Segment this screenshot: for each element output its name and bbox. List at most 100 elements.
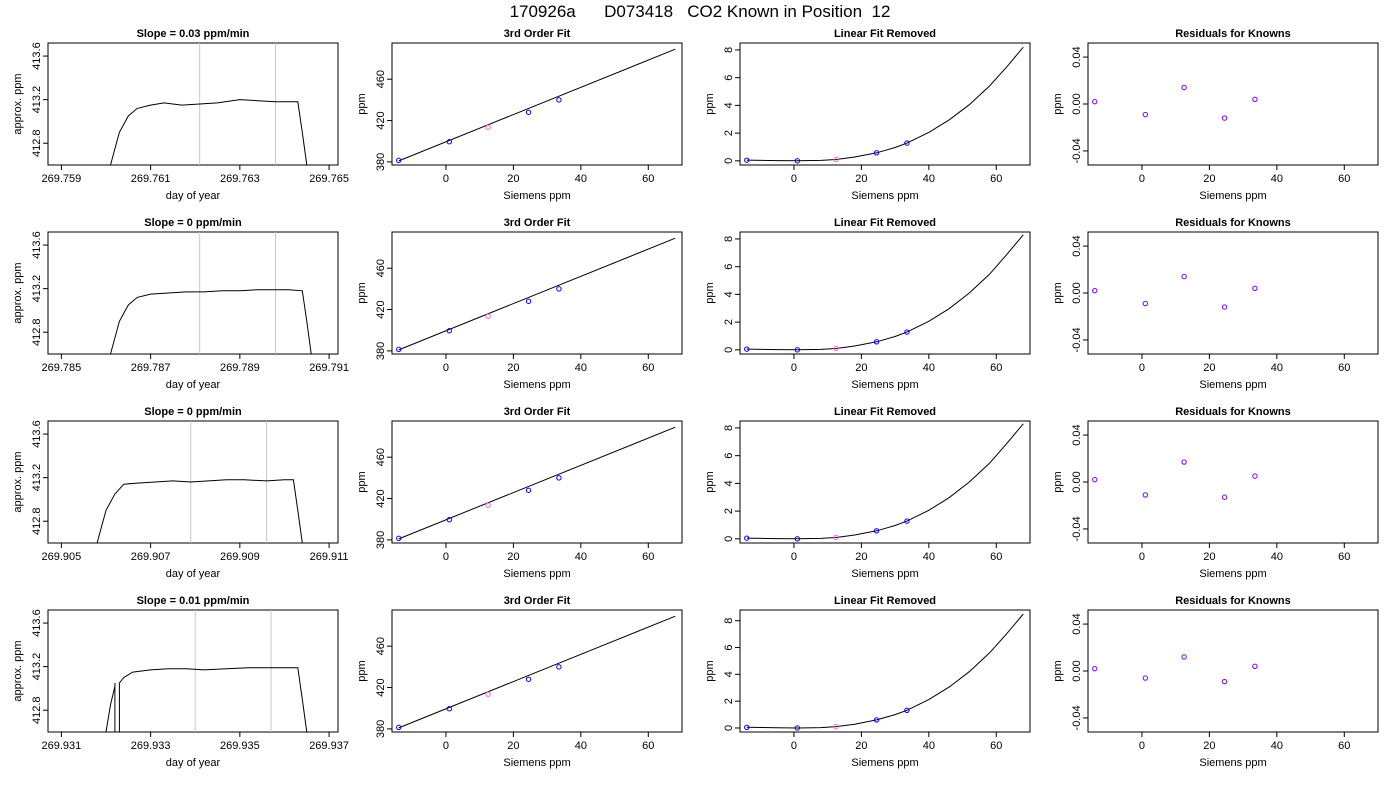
fit-curve — [746, 613, 1024, 729]
plot-frame — [47, 609, 339, 733]
y-tick-label: 413.2 — [31, 86, 43, 114]
panel-r1-c3: Linear Fit Removed 0 20 40 60 0 2 4 6 8 Siemens pp… — [704, 28, 1031, 202]
plot-frame — [739, 420, 1031, 544]
panel-title: Slope = 0.03 ppm/min — [137, 28, 250, 40]
fit-line — [398, 237, 676, 351]
known-point — [396, 346, 402, 353]
x-tick-label: 40 — [923, 362, 935, 374]
panel-title: Linear Fit Removed — [834, 595, 936, 607]
panel-r3-c3: Linear Fit Removed 0 20 40 60 0 2 4 6 8 Siemens pp… — [704, 406, 1031, 580]
x-axis-label: Siemens ppm — [851, 379, 918, 391]
known-point — [525, 109, 532, 115]
x-tick-label: 0 — [1139, 362, 1145, 374]
x-tick-label: 0 — [443, 740, 449, 752]
y-tick-label: 2 — [723, 508, 735, 514]
panel-title: Slope = 0 ppm/min — [144, 217, 242, 229]
x-tick-label: 40 — [923, 551, 935, 563]
x-tick-label: 40 — [575, 173, 587, 185]
y-tick-label: 413.2 — [31, 275, 43, 303]
panel-r3-c2: 3rd Order Fit 0 20 40 60 380 420 460 Siemens ppm… — [356, 406, 683, 580]
x-axis-label: Siemens ppm — [503, 379, 570, 391]
x-tick-label: 60 — [642, 173, 654, 185]
y-tick-label: 0.00 — [1071, 471, 1083, 492]
plot-area — [396, 615, 676, 731]
y-tick-label: 0 — [723, 347, 735, 353]
x-tick-label: 269.933 — [131, 740, 171, 752]
y-axis-label: ppm — [1052, 660, 1064, 681]
plot-area — [744, 46, 1024, 164]
x-axis-label: day of year — [166, 568, 221, 580]
y-tick-label: 2 — [723, 319, 735, 325]
plot-frame — [739, 42, 1031, 166]
x-tick-label: 20 — [507, 362, 519, 374]
plot-area — [396, 426, 676, 542]
y-tick-label: 380 — [375, 153, 387, 171]
x-tick-label: 269.909 — [220, 551, 260, 563]
known-point — [904, 707, 910, 713]
panel-title: Slope = 0.01 ppm/min — [137, 595, 250, 607]
fit-curve — [746, 234, 1024, 351]
x-axis-label: Siemens ppm — [1199, 757, 1266, 769]
y-tick-label: 420 — [375, 111, 387, 129]
plot-area — [1092, 84, 1258, 121]
x-tick-label: 269.763 — [220, 173, 260, 185]
plot-area — [396, 237, 676, 353]
y-tick-label: 413.6 — [31, 231, 43, 259]
x-tick-label: 20 — [1203, 740, 1215, 752]
x-tick-label: 0 — [791, 551, 797, 563]
known-point — [446, 328, 453, 334]
known-point — [525, 676, 532, 682]
known-point — [904, 329, 910, 335]
known-point — [794, 158, 801, 164]
y-axis-label: ppm — [1052, 93, 1064, 114]
plot-frame — [1087, 42, 1379, 166]
residual-point — [1181, 654, 1187, 660]
y-tick-label: 4 — [723, 102, 735, 108]
plot-area — [105, 610, 308, 732]
y-tick-label: 0.04 — [1071, 46, 1083, 67]
plot-frame — [1087, 609, 1379, 733]
x-tick-label: 60 — [642, 362, 654, 374]
y-axis-label: ppm — [704, 471, 716, 492]
residual-point — [1142, 300, 1149, 307]
panel-r3-c4: Residuals for Knowns 0 20 40 60 -0.04 0.00 0.04… — [1052, 406, 1379, 580]
x-tick-label: 60 — [1338, 362, 1350, 374]
y-axis-label: ppm — [704, 660, 716, 681]
known-point — [396, 535, 402, 542]
panel-r4-c3: Linear Fit Removed 0 20 40 60 0 2 4 6 8 Siemens pp… — [704, 595, 1031, 769]
x-axis-label: Siemens ppm — [851, 757, 918, 769]
x-axis-label: Siemens ppm — [503, 757, 570, 769]
y-axis-label: ppm — [356, 471, 368, 492]
plot-area — [744, 613, 1024, 731]
y-tick-label: 380 — [375, 531, 387, 549]
fit-line — [398, 426, 676, 540]
y-tick-label: 420 — [375, 489, 387, 507]
y-tick-label: 412.8 — [31, 129, 43, 157]
x-tick-label: 60 — [990, 173, 1002, 185]
plot-area — [396, 48, 676, 164]
panel-title: 3rd Order Fit — [504, 28, 571, 40]
y-axis-label: ppm — [356, 660, 368, 681]
known-point — [525, 487, 532, 493]
panel-title: Residuals for Knowns — [1175, 28, 1291, 40]
x-tick-label: 40 — [575, 740, 587, 752]
co2-trace-line — [105, 667, 308, 732]
known-point — [446, 139, 453, 145]
sample-point — [833, 723, 839, 730]
x-tick-label: 0 — [791, 173, 797, 185]
y-axis-label: ppm — [704, 282, 716, 303]
y-tick-label: 413.6 — [31, 420, 43, 448]
y-tick-label: 0.04 — [1071, 235, 1083, 256]
sample-point — [485, 124, 491, 130]
x-axis-label: Siemens ppm — [851, 190, 918, 202]
y-tick-label: -0.04 — [1071, 327, 1083, 352]
known-point — [556, 664, 562, 670]
plot-area — [1092, 273, 1258, 310]
plot-frame — [391, 420, 683, 544]
x-tick-label: 20 — [1203, 551, 1215, 563]
y-tick-label: 413.6 — [31, 42, 43, 70]
x-tick-label: 60 — [990, 362, 1002, 374]
panel-title: Residuals for Knowns — [1175, 406, 1291, 418]
x-tick-label: 40 — [575, 362, 587, 374]
